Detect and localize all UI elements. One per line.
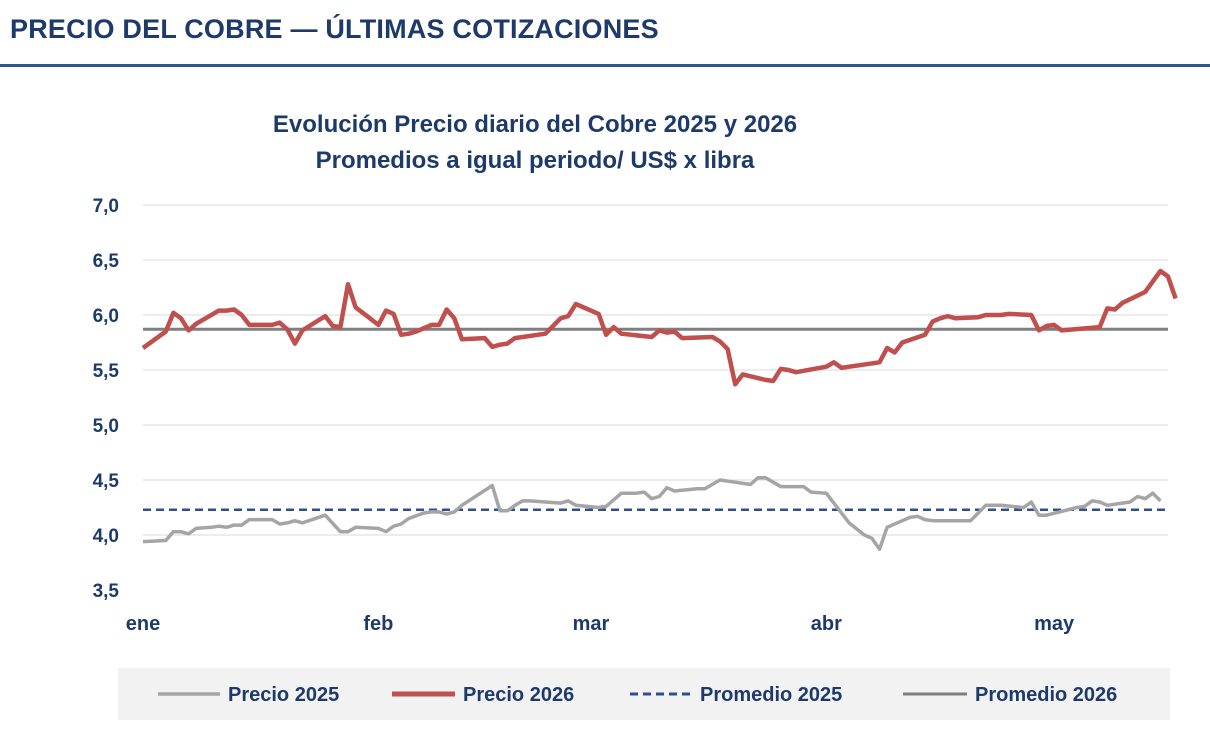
- x-tick-label: ene: [126, 613, 160, 635]
- x-tick-label: mar: [573, 613, 610, 635]
- chart-subtitle: Promedios a igual periodo/ US$ x libra: [316, 147, 755, 174]
- grid-lines: [143, 204, 1168, 536]
- precio-2026-line: [141, 268, 1178, 387]
- y-axis-ticks: 3,5 4,0 4,5 5,0 5,5 6,0 6,5 7,0: [93, 196, 120, 602]
- legend-item-promedio-2026: Promedio 2026: [903, 684, 1117, 706]
- y-tick-label: 7,0: [93, 196, 119, 217]
- x-tick-label: feb: [363, 613, 393, 635]
- y-tick-label: 5,5: [93, 361, 120, 382]
- x-tick-label: abr: [811, 613, 842, 635]
- legend-label-promedio-2026: Promedio 2026: [975, 684, 1117, 706]
- chart-title: Evolución Precio diario del Cobre 2025 y…: [273, 111, 797, 138]
- page-title: PRECIO DEL COBRE — ÚLTIMAS COTIZACIONES: [10, 14, 659, 44]
- precio-2025-line: [142, 476, 1162, 552]
- y-tick-label: 5,0: [93, 416, 119, 437]
- x-tick-label: may: [1034, 613, 1075, 635]
- y-tick-label: 6,5: [93, 251, 120, 272]
- y-tick-label: 6,0: [93, 306, 119, 327]
- legend-item-precio-2025: Precio 2025: [158, 684, 339, 706]
- y-tick-label: 3,5: [93, 581, 120, 602]
- title-divider: [0, 64, 1210, 67]
- y-tick-label: 4,5: [93, 471, 120, 492]
- legend-label-precio-2025: Precio 2025: [228, 684, 339, 706]
- legend-label-promedio-2025: Promedio 2025: [700, 684, 842, 706]
- series-lines: [141, 268, 1178, 552]
- y-tick-label: 4,0: [93, 526, 119, 547]
- legend-item-promedio-2025: Promedio 2025: [630, 684, 842, 706]
- x-axis-ticks: ene feb mar abr may: [126, 613, 1075, 635]
- legend-label-precio-2026: Precio 2026: [463, 684, 574, 706]
- legend: Precio 2025 Precio 2026 Promedio 2025 Pr…: [118, 668, 1170, 720]
- legend-item-precio-2026: Precio 2026: [392, 684, 574, 706]
